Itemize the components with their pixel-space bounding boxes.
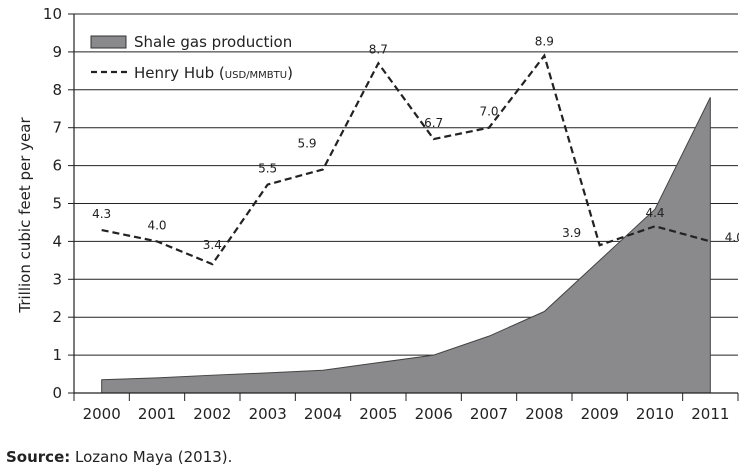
y-tick-label-10: 10 <box>43 5 62 23</box>
data-label-henry-hub-2010: 4.4 <box>645 206 664 220</box>
chart: 0 1 2 3 4 5 6 7 8 9 10 2000 2001 2002 2003 2004 2005 2006… <box>16 5 739 423</box>
x-tick-label-2003: 2003 <box>249 405 287 423</box>
data-label-henry-hub-2001: 4.0 <box>147 218 166 232</box>
data-label-henry-hub-2009: 3.9 <box>562 226 581 240</box>
legend-label-henry-hub-unit: USD/MMBTU <box>225 70 287 81</box>
data-label-henry-hub-2003: 5.5 <box>258 162 277 176</box>
x-tick-label-2002: 2002 <box>193 405 231 423</box>
y-tick-label-7: 7 <box>52 119 62 137</box>
x-tick-label-2007: 2007 <box>470 405 508 423</box>
data-label-henry-hub-2005: 8.7 <box>369 42 388 56</box>
data-label-henry-hub-2000: 4.3 <box>92 207 111 221</box>
axes: 0 1 2 3 4 5 6 7 8 9 10 2000 2001 2002 2003 2004 2005 2006… <box>43 5 739 423</box>
y-axis-label: Trillion cubic feet per year <box>16 117 34 314</box>
legend-label-henry-hub-name: Henry Hub <box>134 64 214 82</box>
x-tick-label-2006: 2006 <box>415 405 453 423</box>
x-tick-label-2008: 2008 <box>525 405 563 423</box>
y-tick-label-8: 8 <box>52 81 62 99</box>
x-tick-label-2011: 2011 <box>691 405 729 423</box>
x-tick-label-2009: 2009 <box>581 405 619 423</box>
henry-hub-line-layer <box>101 53 711 266</box>
legend-swatch-shale <box>90 35 127 49</box>
legend-label-shale: Shale gas production <box>134 33 292 51</box>
x-tick-label-2001: 2001 <box>138 405 176 423</box>
y-tick-label-3: 3 <box>52 270 62 288</box>
gridlines <box>74 13 738 356</box>
legend: Shale gas production Henry Hub (USD/MMBT… <box>90 33 293 82</box>
legend-unit-open: ( <box>219 64 225 82</box>
y-tick-label-1: 1 <box>52 346 62 364</box>
source-note: Source: Lozano Maya (2013). <box>6 448 232 466</box>
y-tick-label-4: 4 <box>52 232 62 250</box>
legend-unit-close: ) <box>287 64 293 82</box>
y-tick-label-6: 6 <box>52 157 62 175</box>
y-tick-label-5: 5 <box>52 195 62 213</box>
x-tick-label-2000: 2000 <box>83 405 121 423</box>
y-tick-label-0: 0 <box>52 384 62 402</box>
henry-hub-line <box>101 53 711 266</box>
shale-gas-area-layer <box>101 97 711 394</box>
data-label-henry-hub-2002: 3.4 <box>203 238 222 252</box>
data-label-henry-hub-2011: 4.0 <box>725 230 739 244</box>
data-labels: 4.3 4.0 3.4 5.5 5.9 8.7 6.7 7.0 8.9 3.9 4.4 4.0 <box>92 35 739 252</box>
source-label: Source: <box>6 448 71 466</box>
data-label-henry-hub-2007: 7.0 <box>479 105 498 119</box>
source-text: Lozano Maya (2013). <box>70 448 233 466</box>
x-tick-label-2005: 2005 <box>359 405 397 423</box>
data-label-henry-hub-2006: 6.7 <box>424 116 443 130</box>
shale-gas-area <box>101 97 711 394</box>
y-tick-label-9: 9 <box>52 43 62 61</box>
data-label-henry-hub-2004: 5.9 <box>297 136 316 150</box>
y-tick-label-2: 2 <box>52 308 62 326</box>
x-tick-label-2010: 2010 <box>636 405 674 423</box>
legend-label-henry-hub: Henry Hub (USD/MMBTU) <box>134 64 293 82</box>
x-tick-label-2004: 2004 <box>304 405 342 423</box>
data-label-henry-hub-2008: 8.9 <box>535 35 554 49</box>
